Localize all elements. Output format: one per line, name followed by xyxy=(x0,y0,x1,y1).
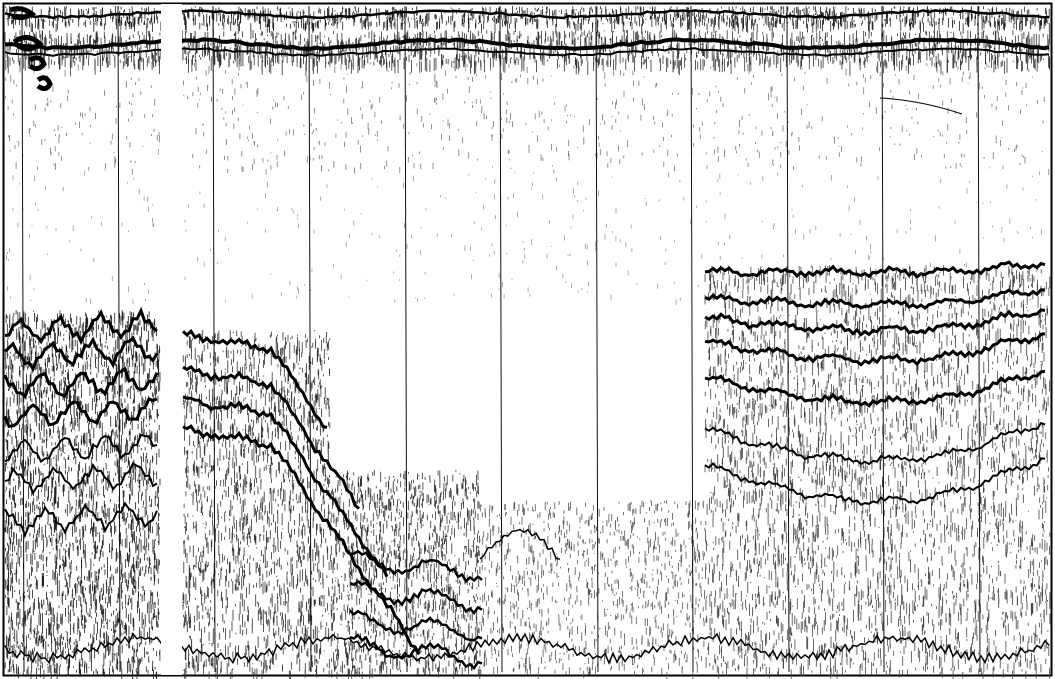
reflector xyxy=(182,424,421,656)
reflector xyxy=(182,395,389,578)
annotation-scribble xyxy=(9,6,53,92)
reflector xyxy=(704,260,1046,280)
time-line xyxy=(977,5,981,673)
time-line xyxy=(786,5,790,673)
noise-strokes xyxy=(479,500,706,679)
time-line xyxy=(499,5,503,673)
reflector xyxy=(704,421,1046,466)
time-line xyxy=(690,5,694,673)
reflector xyxy=(704,369,1046,409)
time-line xyxy=(117,5,121,673)
reflector xyxy=(704,332,1046,367)
time-line xyxy=(308,5,312,673)
noise-strokes xyxy=(704,265,1051,679)
reflector xyxy=(349,580,483,615)
time-line xyxy=(404,5,408,673)
noise-strokes xyxy=(6,170,1046,306)
reflector xyxy=(704,308,1046,337)
time-line xyxy=(21,5,25,673)
noise-strokes xyxy=(182,330,331,679)
reflector xyxy=(4,501,158,539)
reflector xyxy=(479,528,561,560)
reflector xyxy=(3,335,159,373)
noise-strokes xyxy=(5,62,1050,175)
reflector xyxy=(349,609,483,642)
reflector xyxy=(181,328,328,429)
annotation-stroke xyxy=(879,97,963,115)
reflector xyxy=(349,633,483,671)
reflector xyxy=(704,457,1046,506)
time-line xyxy=(212,5,216,673)
reflector xyxy=(3,366,159,400)
data-gap xyxy=(161,4,182,675)
reflector xyxy=(4,433,158,464)
reflector xyxy=(349,549,483,584)
noise-strokes xyxy=(4,310,161,679)
reflector xyxy=(3,396,158,429)
reflector xyxy=(704,288,1046,311)
time-line xyxy=(881,5,885,673)
time-lines xyxy=(21,5,981,673)
reflector xyxy=(4,461,158,496)
reflector xyxy=(4,306,158,346)
reflector xyxy=(182,364,360,510)
time-line xyxy=(595,5,599,673)
